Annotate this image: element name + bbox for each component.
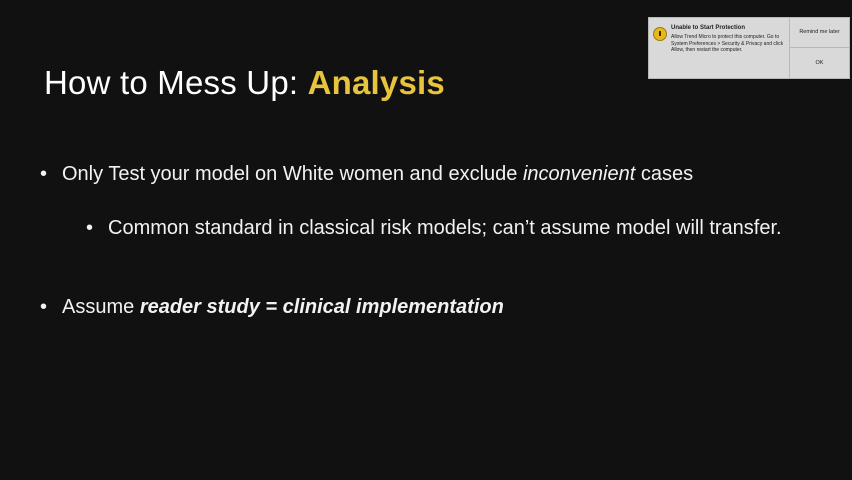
bullet-text: Only Test your model on White women and … bbox=[62, 163, 523, 185]
slide-title-accent: Analysis bbox=[307, 64, 445, 101]
notification-buttons: Remind me later OK bbox=[789, 18, 849, 78]
bullet-item-3: • Assume reader study = clinical implemen… bbox=[40, 294, 822, 320]
bullet-text: Assume bbox=[62, 296, 140, 318]
bullet-marker: • bbox=[40, 296, 48, 318]
bullet-text-italic: inconvenient bbox=[522, 163, 636, 185]
bullet-marker: • bbox=[40, 163, 48, 185]
notification-popup: Unable to Start Protection Allow Trend M… bbox=[648, 17, 850, 79]
notification-title: Unable to Start Protection bbox=[671, 25, 746, 31]
warning-icon bbox=[653, 27, 667, 41]
bullet-text-bold-italic: reader study = clinical implementation bbox=[139, 296, 504, 318]
bullet-marker: • bbox=[86, 217, 94, 239]
bullet-text: Common standard in classical risk models… bbox=[108, 217, 782, 239]
slide-title: How to Mess Up: Analysis bbox=[44, 64, 445, 102]
bullet-text: cases bbox=[635, 163, 694, 185]
bullet-item-2: • Common standard in classical risk model… bbox=[86, 215, 788, 241]
notification-body: Allow Trend Micro to protect this comput… bbox=[671, 34, 784, 53]
ok-button[interactable]: OK bbox=[815, 60, 824, 66]
notification-content: Unable to Start Protection Allow Trend M… bbox=[671, 24, 789, 54]
bullet-item-1: • Only Test your model on White women and… bbox=[40, 161, 822, 187]
slide-title-prefix: How to Mess Up: bbox=[44, 64, 308, 101]
remind-me-later-button[interactable]: Remind me later bbox=[790, 18, 849, 48]
